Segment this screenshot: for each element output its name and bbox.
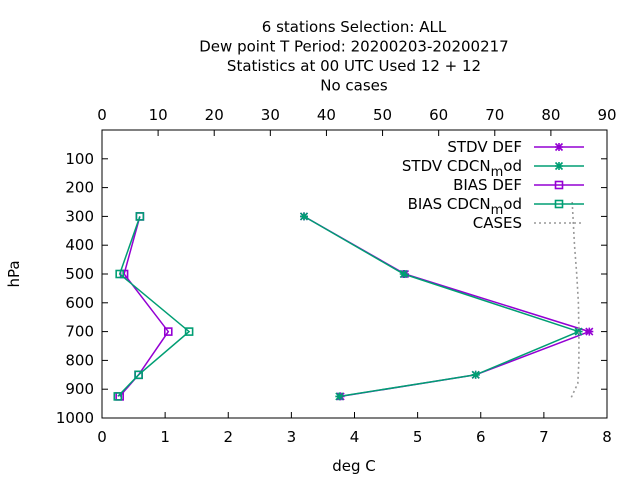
- y-tick-label: 600: [65, 294, 94, 312]
- title-line: 6 stations Selection: ALL: [262, 18, 447, 36]
- x2-tick-label: 50: [373, 106, 392, 124]
- legend-item: CASES: [473, 214, 584, 232]
- x-tick-label: 0: [97, 428, 107, 446]
- data-point: [184, 327, 194, 336]
- legend-item: STDV DEF: [447, 138, 584, 156]
- x-axis-label: deg C: [332, 457, 376, 475]
- y-tick-label: 1000: [56, 409, 94, 427]
- y-tick-label: 400: [65, 236, 94, 254]
- x2-tick-label: 80: [541, 106, 560, 124]
- x2-tick-label: 60: [429, 106, 448, 124]
- title-line: No cases: [320, 77, 388, 95]
- data-point: [471, 370, 480, 379]
- y-tick-label: 100: [65, 150, 94, 168]
- series-bias-cdcn-mod: [113, 212, 194, 401]
- series-stdv-def: [299, 212, 594, 401]
- data-point: [163, 327, 173, 336]
- x-tick-label: 7: [539, 428, 549, 446]
- data-point: [115, 269, 124, 279]
- data-point: [554, 142, 564, 152]
- data-point: [134, 370, 143, 380]
- series-stdv-cdcn-mod: [299, 212, 583, 401]
- series-bias-def: [115, 212, 173, 401]
- legend-item: BIAS DEF: [453, 176, 584, 194]
- data-point: [399, 269, 408, 279]
- series-line: [303, 215, 592, 398]
- x-tick-label: 2: [223, 428, 233, 446]
- data-point: [299, 212, 309, 221]
- title-line: Statistics at 00 UTC Used 12 + 12: [227, 57, 481, 75]
- y-axis-label: hPa: [5, 260, 23, 287]
- x2-tick-label: 70: [485, 106, 504, 124]
- x-tick-label: 5: [413, 428, 423, 446]
- series-line: [570, 201, 580, 399]
- x2-tick-label: 10: [149, 106, 168, 124]
- data-point: [113, 392, 123, 401]
- series-line: [303, 215, 581, 398]
- data-point: [135, 212, 145, 221]
- title-line: Dew point T Period: 20200203-20200217: [199, 38, 508, 56]
- data-point: [335, 392, 344, 401]
- y-tick-label: 300: [65, 207, 94, 225]
- x-tick-label: 4: [350, 428, 360, 446]
- data-point: [585, 327, 594, 336]
- x-tick-label: 1: [160, 428, 170, 446]
- legend-label: BIAS DEF: [453, 176, 522, 194]
- data-point: [554, 161, 564, 171]
- data-point: [554, 199, 564, 209]
- x-tick-label: 3: [287, 428, 297, 446]
- y-tick-label: 800: [65, 351, 94, 369]
- plot-frame: [101, 129, 608, 419]
- x2-tick-label: 40: [317, 106, 336, 124]
- legend-label: STDV DEF: [447, 138, 522, 156]
- chart-title: 6 stations Selection: ALL Dew point T Per…: [199, 18, 508, 95]
- x-tick-label: 8: [602, 428, 612, 446]
- series-line: [117, 216, 191, 397]
- series: [113, 201, 594, 401]
- axes: 0 1 2 3 4 5 6 7 80 10 20 30 40 50 60 70 80 90100200300400…: [56, 106, 617, 446]
- series-cases: [570, 201, 580, 399]
- x2-tick-label: 20: [205, 106, 224, 124]
- x2-tick-label: 0: [97, 106, 107, 124]
- x2-tick-label: 90: [597, 106, 616, 124]
- y-tick-label: 200: [65, 179, 94, 197]
- x-tick-label: 6: [476, 428, 486, 446]
- legend-label: CASES: [473, 214, 522, 232]
- y-tick-label: 700: [65, 323, 94, 341]
- data-point: [574, 327, 583, 336]
- y-tick-label: 900: [65, 380, 94, 398]
- data-point: [554, 180, 564, 190]
- y-tick-label: 500: [65, 265, 94, 283]
- x2-tick-label: 30: [261, 106, 280, 124]
